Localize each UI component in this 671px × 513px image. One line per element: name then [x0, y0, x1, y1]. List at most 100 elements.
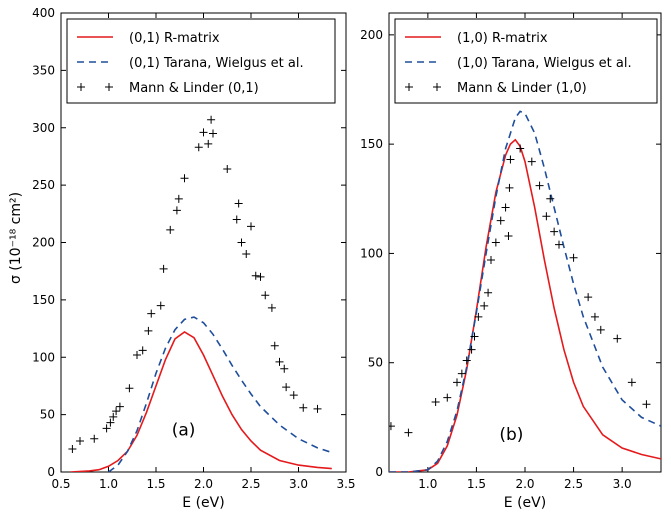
data-point-plus [453, 378, 461, 387]
data-point-plus [270, 341, 279, 350]
data-point-plus [232, 215, 241, 224]
x-tick-label: 3.0 [289, 477, 308, 491]
data-point-plus [76, 437, 84, 446]
data-point-plus [501, 203, 510, 212]
data-point-plus [138, 346, 147, 355]
x-tick-label: 1.0 [418, 477, 437, 491]
data-point-plus [550, 227, 559, 236]
data-group [68, 115, 333, 472]
data-point-plus [404, 428, 413, 437]
data-point-plus [496, 216, 505, 225]
legend-label: (0,1) Tarana, Wielgus et al. [129, 56, 304, 71]
data-point-plus [275, 357, 284, 366]
legend-marker [433, 83, 441, 91]
data-point-plus [505, 183, 514, 192]
data-point-plus [590, 312, 599, 321]
data-point-plus [102, 424, 111, 433]
data-point-plus [166, 225, 175, 234]
data-point-plus [542, 212, 551, 221]
data-point-plus [106, 418, 115, 427]
y-tick-label: 50 [368, 356, 383, 370]
y-tick-label: 150 [360, 137, 383, 151]
data-point-plus [613, 334, 622, 343]
legend-label: Mann & Linder (0,1) [129, 81, 259, 96]
data-group [389, 110, 661, 472]
data-point-plus [484, 288, 493, 297]
data-point-plus [133, 350, 141, 359]
panel-label: (b) [499, 425, 523, 445]
data-point-plus [267, 303, 276, 312]
data-point-plus [546, 194, 555, 203]
legend-label: (1,0) R-matrix [457, 31, 548, 46]
y-tick-label: 250 [32, 178, 55, 192]
data-point-plus [584, 293, 593, 302]
x-tick-label: 3.5 [336, 477, 355, 491]
data-point-plus [467, 345, 476, 354]
data-point-plus [282, 383, 291, 392]
x-tick-label: 2.5 [241, 477, 260, 491]
y-tick-label: 100 [32, 350, 55, 364]
x-tick-label: 3.0 [613, 477, 632, 491]
y-tick-label: 300 [32, 121, 55, 135]
legend-box [394, 18, 658, 104]
data-point-plus [207, 115, 216, 124]
data-point-plus [491, 238, 500, 247]
y-tick-label: 200 [360, 28, 383, 42]
data-point-plus [199, 128, 208, 137]
data-point-plus [204, 139, 213, 148]
data-point-plus [470, 332, 479, 341]
legend-label: Mann & Linder (1,0) [457, 81, 587, 96]
series-line-dashed [389, 110, 661, 472]
data-point-plus [234, 199, 243, 208]
x-tick-label: 2.0 [194, 477, 213, 491]
data-point-plus [112, 407, 121, 416]
data-point-plus [237, 238, 246, 247]
legend-marker [105, 83, 113, 91]
x-tick-label: 2.5 [564, 477, 583, 491]
data-point-plus [194, 143, 203, 152]
data-point-plus [504, 231, 513, 240]
y-axis-label: σ (10⁻¹⁸ cm²) [8, 192, 24, 284]
x-axis-label: E (eV) [182, 495, 224, 511]
y-tick-label: 100 [360, 246, 383, 260]
data-point-plus [431, 398, 440, 407]
data-point-plus [247, 222, 255, 231]
data-point-plus [223, 165, 232, 174]
data-point-plus [209, 129, 217, 138]
legend-marker [405, 83, 413, 91]
data-point-plus [242, 249, 251, 258]
data-point-plus [313, 404, 322, 413]
data-point-plus [480, 301, 489, 310]
data-point-plus [443, 393, 452, 402]
x-tick-label: 1.5 [146, 477, 165, 491]
data-point-plus [144, 326, 153, 335]
data-point-plus [174, 194, 183, 203]
data-point-plus [172, 206, 181, 215]
data-point-plus [289, 391, 298, 400]
legend-marker [77, 83, 85, 91]
legend-label: (0,1) R-matrix [129, 31, 220, 46]
series-line-solid [70, 331, 332, 472]
panel-label: (a) [172, 420, 196, 440]
x-tick-label: 1.5 [467, 477, 486, 491]
y-tick-label: 0 [375, 465, 383, 479]
data-point-plus [389, 422, 395, 431]
x-tick-label: 2.0 [515, 477, 534, 491]
data-point-plus [569, 253, 578, 262]
data-point-plus [159, 264, 168, 273]
x-tick-label: 0.5 [51, 477, 70, 491]
data-point-plus [642, 400, 651, 409]
data-point-plus [251, 271, 260, 280]
data-point-plus [506, 155, 515, 164]
data-point-plus [487, 255, 495, 264]
data-point-plus [147, 309, 156, 318]
y-tick-label: 350 [32, 63, 55, 77]
data-point-plus [535, 181, 544, 190]
data-point-plus [474, 312, 483, 321]
data-point-plus [299, 403, 308, 412]
data-point-plus [109, 412, 118, 421]
data-point-plus [516, 144, 525, 153]
x-axis-label: E (eV) [504, 495, 546, 511]
data-point-plus [555, 240, 563, 249]
data-point-plus [125, 384, 134, 393]
